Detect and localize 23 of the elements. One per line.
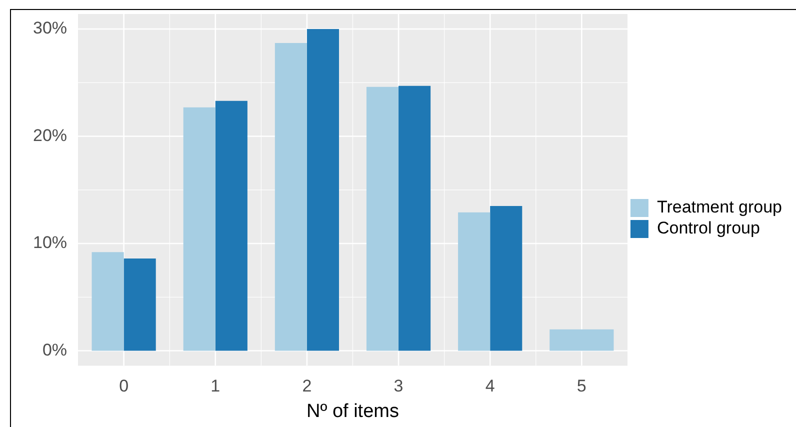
bar (215, 100, 248, 351)
bar (366, 86, 399, 351)
x-tick-label: 5 (576, 376, 586, 396)
bar (306, 29, 340, 351)
bar (274, 42, 307, 351)
x-tick-label: 2 (302, 376, 312, 396)
bar (490, 206, 522, 351)
bar (92, 252, 124, 351)
bar (398, 86, 431, 351)
x-tick-label: 0 (119, 376, 129, 396)
y-tick-label: 10% (32, 233, 68, 252)
bar (183, 107, 216, 351)
y-tick-label: 30% (32, 18, 68, 38)
x-tick-label: 3 (394, 376, 404, 396)
bar (124, 258, 156, 351)
y-tick-label: 0% (42, 340, 68, 360)
legend-label: Control group (656, 218, 760, 238)
legend-label: Treatment group (656, 198, 782, 217)
x-axis-title: Nº of items (306, 400, 399, 422)
x-tick-label: 1 (210, 376, 220, 396)
bar (458, 212, 490, 351)
y-tick-label: 20% (32, 126, 68, 145)
x-tick-label: 4 (485, 376, 495, 396)
